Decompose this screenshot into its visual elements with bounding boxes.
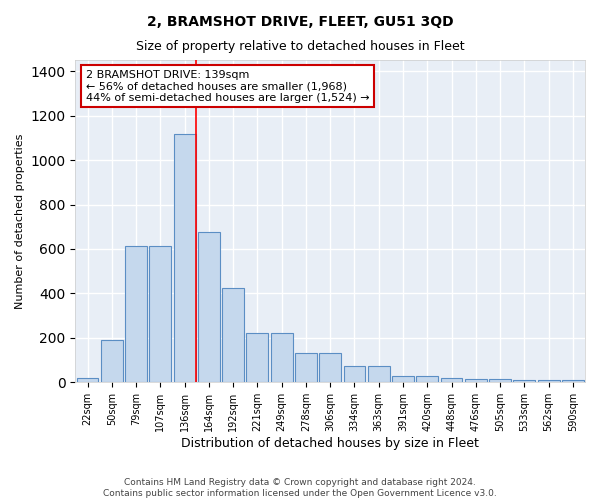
Bar: [77, 378, 98, 382]
Bar: [198, 232, 220, 382]
X-axis label: Distribution of detached houses by size in Fleet: Distribution of detached houses by size …: [181, 437, 479, 450]
Text: 2, BRAMSHOT DRIVE, FLEET, GU51 3QD: 2, BRAMSHOT DRIVE, FLEET, GU51 3QD: [146, 15, 454, 29]
Bar: [173, 134, 196, 382]
Text: Contains HM Land Registry data © Crown copyright and database right 2024.
Contai: Contains HM Land Registry data © Crown c…: [103, 478, 497, 498]
Bar: [465, 379, 487, 382]
Bar: [392, 376, 414, 382]
Bar: [295, 354, 317, 382]
Bar: [271, 334, 293, 382]
Bar: [319, 354, 341, 382]
Bar: [344, 366, 365, 382]
Bar: [222, 288, 244, 382]
Bar: [440, 378, 463, 382]
Bar: [149, 246, 171, 382]
Bar: [489, 379, 511, 382]
Y-axis label: Number of detached properties: Number of detached properties: [15, 134, 25, 309]
Bar: [562, 380, 584, 382]
Bar: [247, 334, 268, 382]
Text: Size of property relative to detached houses in Fleet: Size of property relative to detached ho…: [136, 40, 464, 53]
Bar: [125, 246, 147, 382]
Bar: [368, 366, 389, 382]
Bar: [538, 380, 560, 382]
Bar: [101, 340, 123, 382]
Bar: [514, 380, 535, 382]
Text: 2 BRAMSHOT DRIVE: 139sqm
← 56% of detached houses are smaller (1,968)
44% of sem: 2 BRAMSHOT DRIVE: 139sqm ← 56% of detach…: [86, 70, 369, 103]
Bar: [416, 376, 438, 382]
